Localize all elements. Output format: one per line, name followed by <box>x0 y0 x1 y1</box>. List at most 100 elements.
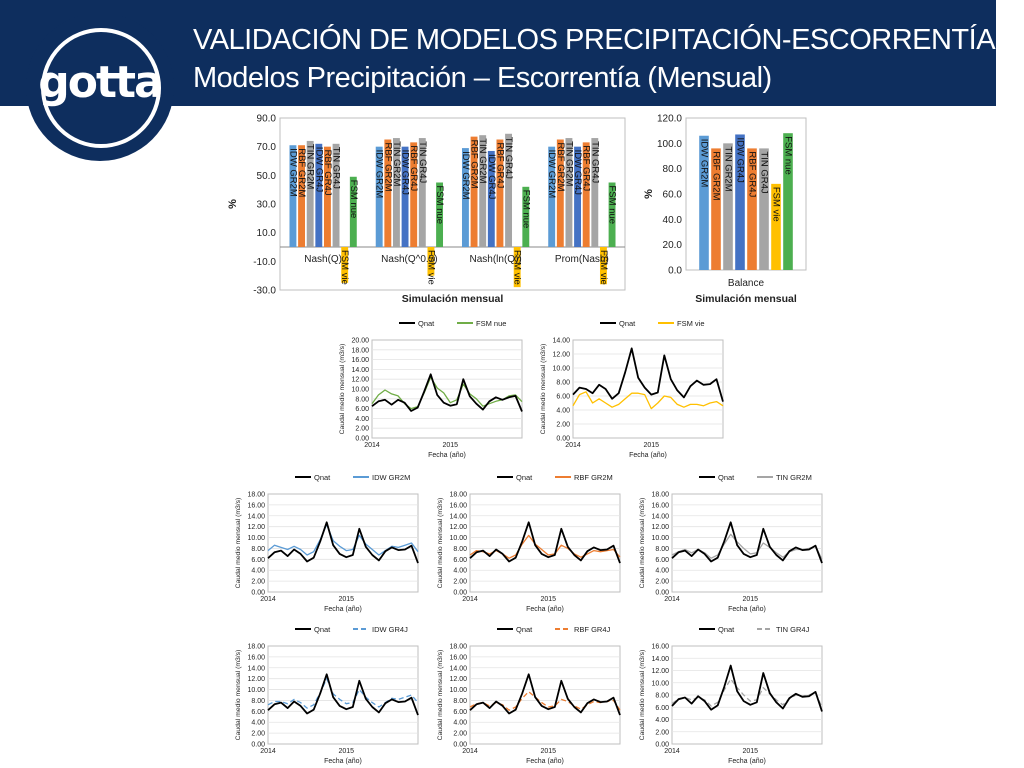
x-tick-label: 2015 <box>643 442 659 449</box>
series-line-qnat <box>671 664 823 712</box>
series-label: TIN GR4J <box>758 151 769 193</box>
series-label: FSM nue <box>607 186 618 225</box>
series-line-idw-gr4j <box>267 678 419 709</box>
y-tick-label: 0.00 <box>251 742 265 749</box>
y-tick-label: 16.00 <box>651 644 669 651</box>
y-tick-label: 12.00 <box>351 377 369 384</box>
category-label: Nash(Q^0.5) <box>381 254 437 265</box>
y-tick-label: 14.00 <box>351 367 369 374</box>
y-tick-label: 20.00 <box>351 338 369 345</box>
y-tick-label: 10.00 <box>351 387 369 394</box>
series-line-idw-gr2m <box>267 523 419 556</box>
page-subtitle: Modelos Precipitación – Escorrentía (Men… <box>193 62 772 94</box>
series-label: RBF GR4J <box>581 145 592 191</box>
y-tick-label: 14.00 <box>651 656 669 663</box>
series-label: RBF GR2M <box>555 143 566 192</box>
series-label: RBF GR2M <box>296 148 307 197</box>
series-line-qnat <box>469 673 621 716</box>
y-tick-label: 14.00 <box>552 338 570 345</box>
x-tick-label: 2014 <box>260 596 276 603</box>
y-tick-label: 16.00 <box>247 502 265 509</box>
y-tick-label: 2.00 <box>655 579 669 586</box>
series-label: FSM nue <box>782 136 793 175</box>
y-tick-label: 30.0 <box>257 200 277 211</box>
x-axis-label: Fecha (año) <box>728 606 766 613</box>
plot-area <box>267 493 419 593</box>
logo-ring <box>41 28 161 148</box>
y-tick-label: 18.00 <box>651 492 669 499</box>
bar-rbf-gr4j <box>496 139 504 247</box>
fsm-vie-line-chart: Qnat FSM vie 0.00 2.00 4.00 6.00 8.00 10.00 12.0… <box>540 319 724 459</box>
bar-tin-gr2m <box>306 140 314 247</box>
y-tick-label: 6.00 <box>453 557 467 564</box>
y-axis-label: Caudal medio mensual (m3/s) <box>339 344 346 435</box>
logo-text: gotta <box>38 57 163 108</box>
series-label: RBF GR2M <box>469 140 480 189</box>
series-label: FSM nue <box>434 186 445 225</box>
x-tick-label: 2014 <box>664 748 680 755</box>
series-label: FSM vie <box>425 250 436 285</box>
bar-fsm-nue <box>436 182 444 247</box>
y-tick-label: 2.00 <box>556 422 570 429</box>
legend-entry: Qnat <box>314 473 331 482</box>
y-axis-label: Caudal medio mensual (m3/s) <box>235 498 242 589</box>
bar-idw-gr4j <box>315 143 323 247</box>
y-tick-label: 18.00 <box>449 492 467 499</box>
y-axis-label: % <box>227 199 239 209</box>
y-tick-label: 8.00 <box>453 698 467 705</box>
bar-rbf-gr4j <box>582 142 590 247</box>
y-tick-label: 10.00 <box>651 535 669 542</box>
series-label: IDW GR4J <box>313 147 324 193</box>
x-tick-label: 2014 <box>260 748 276 755</box>
legend-entry: Qnat <box>516 625 533 634</box>
y-tick-label: 6.00 <box>556 394 570 401</box>
series-label: FSM nue <box>520 190 531 229</box>
series-label: IDW GR4J <box>486 154 497 200</box>
y-tick-label: 80.0 <box>663 164 683 175</box>
bar-tin-gr2m <box>565 138 573 247</box>
y-tick-label: 60.0 <box>663 190 683 201</box>
y-tick-label: 4.00 <box>655 568 669 575</box>
legend-entry: Qnat <box>418 319 435 328</box>
series-label: IDW GR2M <box>287 148 298 197</box>
bar-rbf-gr2m <box>470 136 478 247</box>
y-tick-label: 2.00 <box>355 426 369 433</box>
y-tick-label: 6.00 <box>655 705 669 712</box>
plot-area <box>671 493 823 593</box>
y-tick-label: 6.00 <box>251 557 265 564</box>
series-line-qnat <box>371 373 523 412</box>
category-label: Prom(Nash) <box>555 254 609 265</box>
y-tick-label: 4.00 <box>453 568 467 575</box>
y-tick-label: 4.00 <box>453 720 467 727</box>
y-tick-label: 12.00 <box>651 524 669 531</box>
y-tick-label: 50.0 <box>257 171 277 182</box>
bar-tin-gr2m <box>479 135 487 247</box>
y-tick-label: -10.0 <box>253 257 276 268</box>
y-axis-label: Caudal medio mensual (m3/s) <box>540 344 547 435</box>
y-axis-label: Caudal medio mensual (m3/s) <box>639 650 646 741</box>
x-axis-label: Fecha (año) <box>526 606 564 613</box>
bar-fsm-vie <box>427 247 435 276</box>
series-label: TIN GR4J <box>589 141 600 183</box>
y-tick-label: 8.00 <box>453 546 467 553</box>
y-tick-label: 4.00 <box>251 720 265 727</box>
y-tick-label: 40.0 <box>663 215 683 226</box>
y-tick-label: 12.00 <box>449 524 467 531</box>
legend-entry: Qnat <box>619 319 636 328</box>
page-title: VALIDACIÓN DE MODELOS PRECIPITACIÓN-ESCO… <box>193 24 996 56</box>
x-tick-label: 2014 <box>462 596 478 603</box>
y-tick-label: 20.0 <box>663 240 683 251</box>
y-tick-label: 18.00 <box>351 347 369 354</box>
y-tick-label: 10.00 <box>247 535 265 542</box>
bar-idw-gr4j <box>735 134 745 270</box>
series-line-fsm-nue <box>371 376 523 410</box>
x-tick-label: 2015 <box>742 748 758 755</box>
y-tick-label: 0.0 <box>668 266 682 277</box>
legend-entry: IDW GR2M <box>372 473 410 482</box>
y-tick-label: 0.00 <box>556 436 570 443</box>
y-tick-label: 0.00 <box>453 742 467 749</box>
plot-area <box>267 645 419 745</box>
bar-idw-gr4j <box>574 146 582 247</box>
y-tick-label: 4.00 <box>556 408 570 415</box>
